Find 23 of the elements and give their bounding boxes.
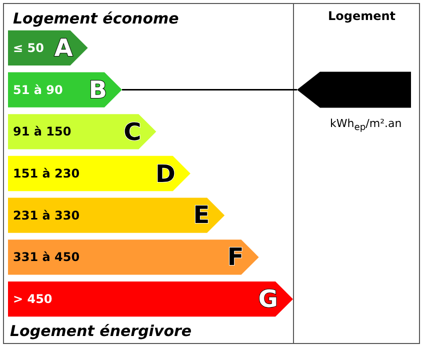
- y-tick-label: 231 à 330: [13, 208, 80, 222]
- y-tick-label: ≤ 50: [13, 40, 44, 55]
- annotation: Logement énergivore: [10, 322, 192, 340]
- y-tick-label: 331 à 450: [13, 250, 80, 264]
- annotation: E: [193, 201, 210, 230]
- annotation: B: [88, 76, 107, 104]
- y-tick-label: 51 à 90: [13, 82, 63, 97]
- y-tick-label: > 450: [13, 292, 52, 306]
- bar: [8, 240, 259, 275]
- bar: [8, 281, 293, 317]
- text: Logement: [328, 9, 396, 23]
- y-tick-label: 91 à 150: [13, 124, 72, 139]
- bar: [8, 114, 156, 150]
- annotation: D: [155, 160, 176, 188]
- annotation: A: [54, 34, 73, 62]
- bar: [8, 198, 225, 233]
- bar: [8, 156, 190, 192]
- chart-title: Logement économe: [13, 10, 179, 28]
- y-tick-label: 151 à 230: [13, 166, 80, 180]
- annotation: C: [124, 118, 142, 146]
- annotation: G: [258, 285, 278, 314]
- text: kWh$_{ep}$/m².an: [330, 117, 402, 134]
- annotation: F: [227, 243, 244, 272]
